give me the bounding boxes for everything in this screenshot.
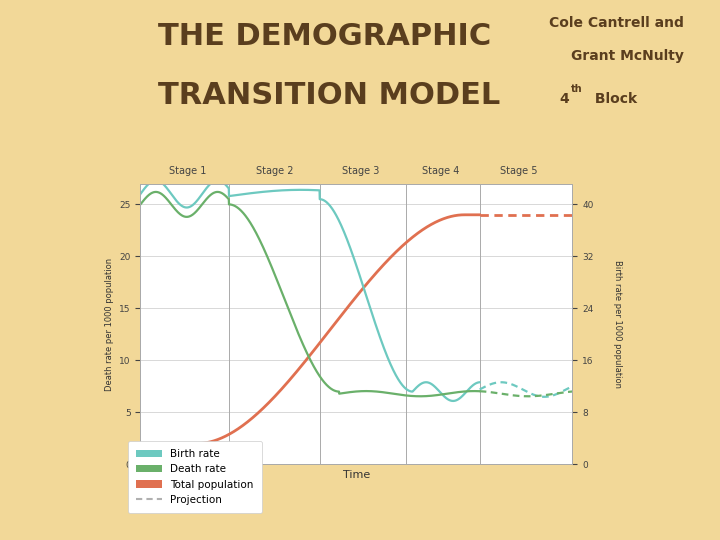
- Text: TRANSITION MODEL: TRANSITION MODEL: [158, 81, 500, 110]
- Text: th: th: [571, 84, 582, 94]
- Text: Stage 5: Stage 5: [500, 165, 537, 176]
- Text: Block: Block: [590, 92, 637, 106]
- Y-axis label: Birth rate per 1000 population: Birth rate per 1000 population: [613, 260, 622, 388]
- Text: Stage 2: Stage 2: [256, 165, 293, 176]
- Text: Grant McNulty: Grant McNulty: [571, 49, 684, 63]
- Text: 4: 4: [559, 92, 569, 106]
- Text: Stage 4: Stage 4: [422, 165, 459, 176]
- Text: Stage 3: Stage 3: [342, 165, 379, 176]
- Legend: Birth rate, Death rate, Total population, Projection: Birth rate, Death rate, Total population…: [127, 441, 262, 513]
- Text: Cole Cantrell and: Cole Cantrell and: [549, 16, 684, 30]
- Text: THE DEMOGRAPHIC: THE DEMOGRAPHIC: [158, 22, 492, 51]
- Y-axis label: Death rate per 1000 population: Death rate per 1000 population: [104, 258, 114, 390]
- Text: Stage 1: Stage 1: [169, 165, 207, 176]
- X-axis label: Time: Time: [343, 470, 370, 480]
